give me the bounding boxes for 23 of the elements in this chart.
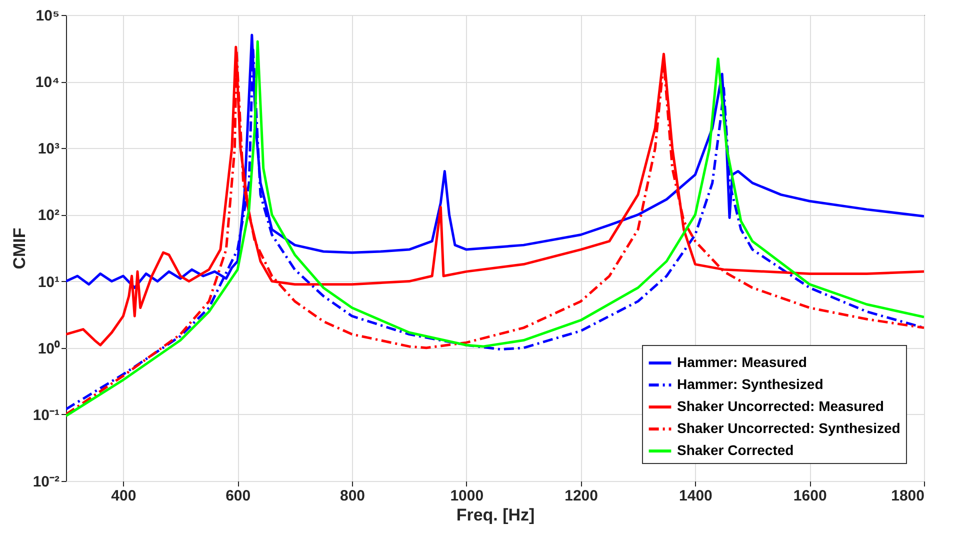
y-tick-label: 10¹ [38, 274, 60, 291]
x-axis-title: Freq. [Hz] [456, 506, 535, 524]
x-tick-label: 1000 [450, 488, 484, 504]
legend-label: Shaker Uncorrected: Measured [677, 398, 884, 414]
x-tick-label: 1600 [793, 488, 827, 504]
legend-label: Shaker Uncorrected: Synthesized [677, 420, 900, 436]
x-tick-label: 800 [340, 488, 366, 504]
x-tick-label: 1800 [891, 488, 924, 504]
y-tick-label: 10³ [38, 140, 60, 158]
y-tick-label: 10⁴ [35, 74, 60, 92]
y-axis-title: CMIF [10, 228, 29, 270]
x-tick-label: 400 [111, 488, 136, 504]
y-tick-label: 10² [38, 207, 60, 224]
legend-label: Hammer: Synthesized [677, 376, 824, 392]
legend-label: Shaker Corrected [677, 442, 794, 458]
y-tick-label: 10⁵ [36, 8, 60, 24]
y-tick-label: 10⁻¹ [32, 406, 60, 424]
x-tick-label: 1400 [679, 488, 712, 504]
y-tick-label: 10⁻² [32, 474, 60, 490]
y-tick-label: 10⁰ [38, 339, 60, 358]
x-tick-label: 1200 [564, 488, 598, 504]
legend-label: Hammer: Measured [677, 354, 807, 370]
x-tick-label: 600 [226, 488, 251, 504]
